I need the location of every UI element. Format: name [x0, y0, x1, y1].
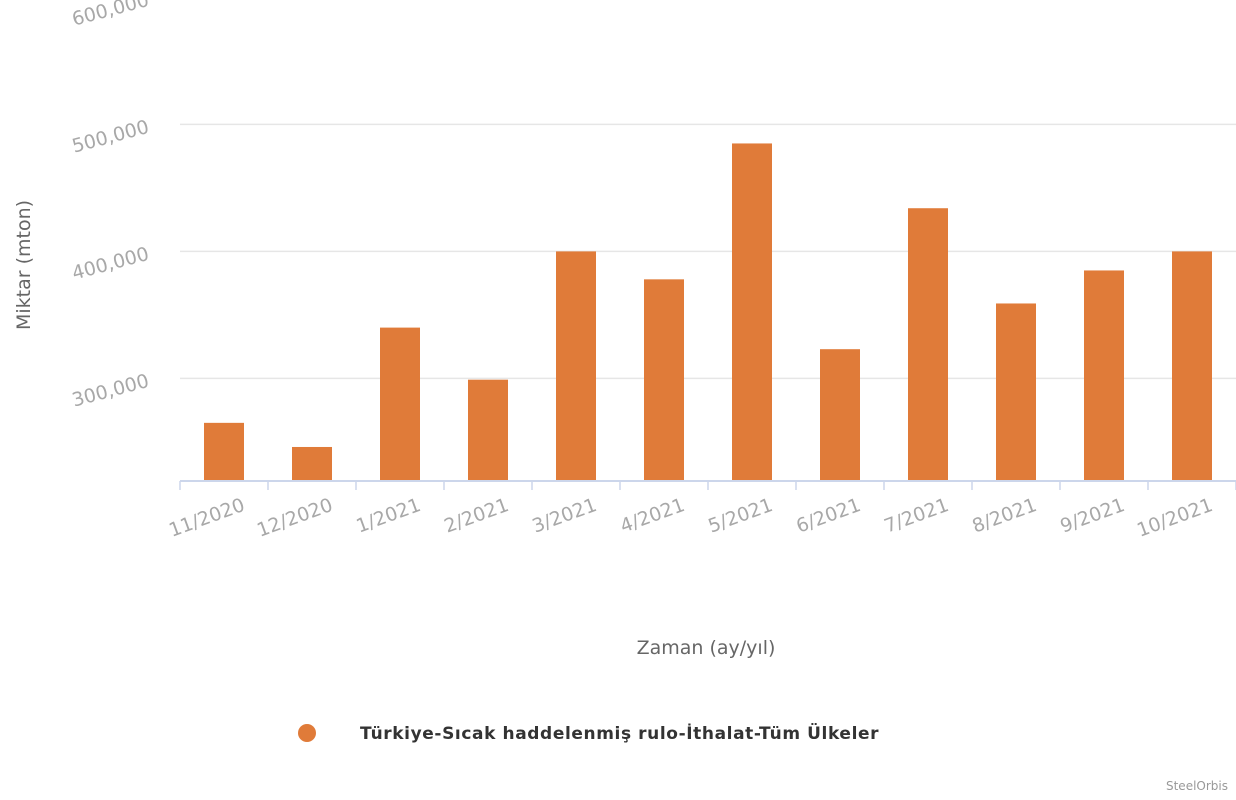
bar[interactable] — [292, 446, 332, 480]
bar[interactable] — [556, 251, 596, 480]
x-tick-label: 3/2021 — [529, 494, 599, 538]
bar[interactable] — [380, 327, 420, 480]
x-tick-label: 5/2021 — [705, 494, 775, 538]
y-tick-label: 500,000 — [70, 116, 152, 158]
x-tick-label: 2/2021 — [441, 494, 511, 538]
bar[interactable] — [820, 349, 860, 480]
y-axis-title: Miktar (mton) — [13, 200, 35, 330]
y-tick-labels: 300,000 400,000 500,000 600,000 — [70, 0, 152, 412]
bar[interactable] — [908, 208, 948, 480]
legend-marker-icon — [298, 724, 316, 742]
x-tick-label: 6/2021 — [793, 494, 863, 538]
x-tick-label: 1/2021 — [353, 494, 423, 538]
x-axis-title: Zaman (ay/yıl) — [637, 637, 776, 659]
x-tick-label: 4/2021 — [617, 494, 687, 538]
bars — [204, 143, 1212, 480]
x-tick-label: 8/2021 — [969, 494, 1039, 538]
bar[interactable] — [644, 279, 684, 480]
x-tick-label: 12/2020 — [254, 494, 336, 542]
x-tick-label: 11/2020 — [166, 494, 248, 542]
bar[interactable] — [996, 303, 1036, 480]
credits-label[interactable]: SteelOrbis — [1166, 779, 1228, 793]
y-tick-label: 300,000 — [70, 370, 152, 412]
axes — [179, 480, 1236, 490]
bar[interactable] — [1084, 270, 1124, 480]
x-tick-label: 7/2021 — [881, 494, 951, 538]
legend-label[interactable]: Türkiye-Sıcak haddelenmiş rulo-İthalat-T… — [360, 722, 879, 744]
y-tick-label: 600,000 — [70, 0, 152, 31]
x-tick-label: 9/2021 — [1057, 494, 1127, 538]
x-tick-label: 10/2021 — [1134, 494, 1216, 542]
y-tick-label: 400,000 — [70, 243, 152, 285]
bar[interactable] — [732, 143, 772, 480]
legend[interactable]: Türkiye-Sıcak haddelenmiş rulo-İthalat-T… — [298, 722, 879, 744]
bar[interactable] — [1172, 251, 1212, 480]
x-tick-labels: 11/2020 12/2020 1/2021 2/2021 3/2021 4/2021 5/… — [166, 494, 1216, 542]
bar[interactable] — [468, 379, 508, 480]
grid-lines — [180, 123, 1236, 380]
bar[interactable] — [204, 422, 244, 480]
